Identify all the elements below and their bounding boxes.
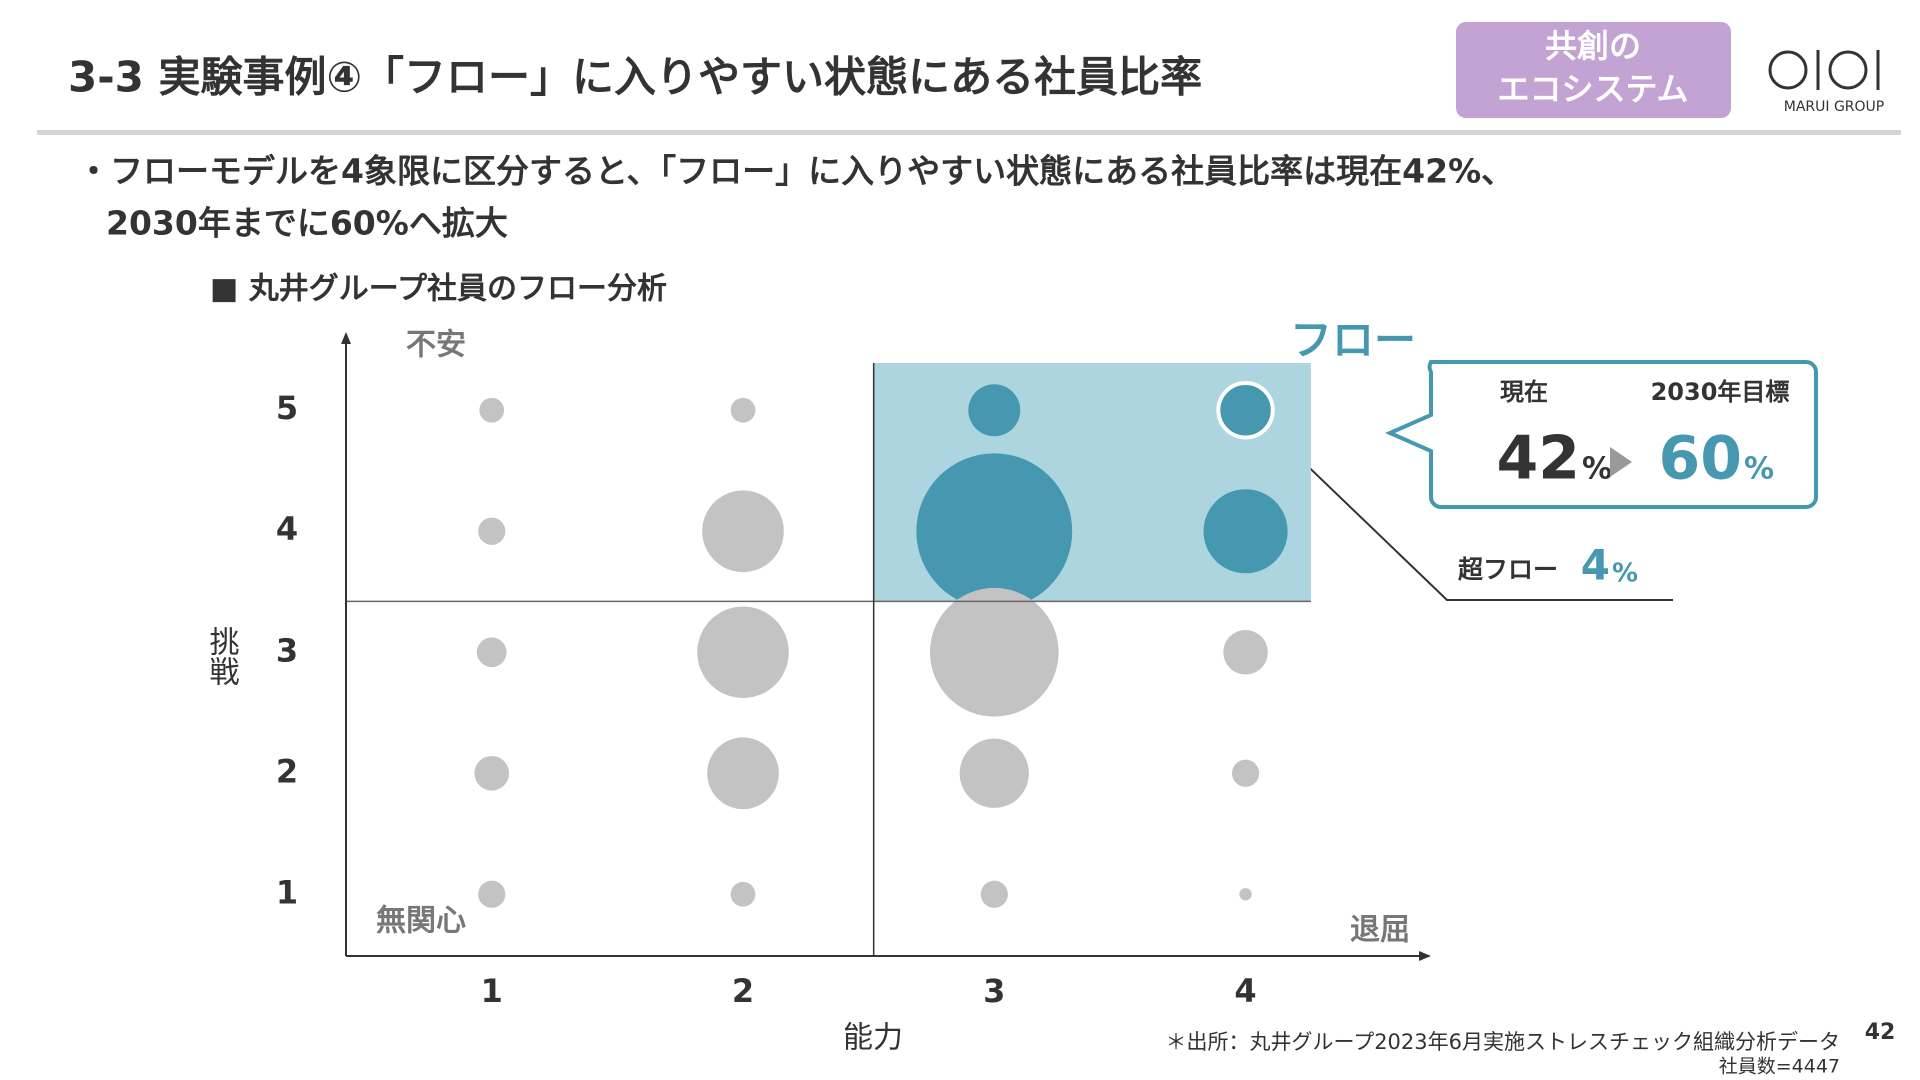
- callout-value: 42: [1497, 424, 1581, 494]
- y-tick-label: 3: [276, 631, 298, 669]
- bubble: [980, 880, 1008, 908]
- sample-size: 社員数=4447: [1719, 1056, 1840, 1078]
- bubble: [730, 397, 756, 423]
- badge: [1456, 22, 1731, 118]
- page-number: 42: [1865, 1020, 1896, 1045]
- y-tick-label: 4: [276, 510, 298, 548]
- badge-line: 共創の: [1545, 27, 1641, 65]
- bubble: [959, 738, 1029, 808]
- source: ＊出所：丸井グループ2023年6月実施ストレスチェック組織分析データ: [1165, 1030, 1840, 1054]
- x-tick-label: 3: [983, 972, 1005, 1010]
- axis-arrow: [341, 332, 351, 344]
- badge-line: エコシステム: [1497, 70, 1688, 108]
- callout-unit: %: [1582, 452, 1612, 487]
- bullet: 2030年までに60%へ拡大: [106, 204, 508, 243]
- super-unit: %: [1612, 559, 1638, 589]
- corner-label: 無関心: [376, 904, 466, 939]
- bubble: [478, 880, 506, 908]
- bubble: [1239, 888, 1252, 901]
- callout-label: 2030年目標: [1651, 378, 1790, 406]
- y-tick-label: 1: [276, 873, 298, 911]
- x-tick-label: 2: [732, 972, 754, 1010]
- title-rule: [37, 130, 1901, 135]
- axis-arrow: [1419, 951, 1431, 961]
- bubble: [929, 587, 1059, 717]
- bubble: [916, 453, 1073, 610]
- callout-unit: %: [1744, 452, 1774, 487]
- corner-label: 不安: [406, 328, 466, 363]
- bubble: [968, 384, 1021, 437]
- corner-label: フロー: [1290, 316, 1416, 365]
- logo-text: MARUI GROUP: [1784, 99, 1885, 115]
- chart-title: ■ 丸井グループ社員のフロー分析: [210, 272, 667, 307]
- bubble: [702, 490, 784, 573]
- y-axis-title: 挑戦: [204, 626, 240, 686]
- bubble: [1223, 629, 1268, 675]
- bubble: [697, 606, 789, 699]
- bubble: [478, 517, 506, 545]
- bubble: [1231, 759, 1260, 787]
- bubble: [474, 755, 510, 791]
- bubble: [730, 881, 756, 907]
- logo: [1768, 50, 1880, 90]
- bubble: [1216, 381, 1275, 440]
- arrow: [1610, 447, 1632, 477]
- callout-value: 60: [1659, 424, 1743, 494]
- bullet: ・フローモデルを4象限に区分すると、「フロー」に入りやすい状態にある社員比率は現…: [77, 152, 1514, 191]
- corner-label: 退屈: [1350, 913, 1410, 948]
- bubble: [479, 397, 505, 423]
- leader-line: [1266, 426, 1673, 601]
- x-tick-label: 1: [481, 972, 503, 1010]
- title: 3-3 実験事例④「フロー」に入りやすい状態にある社員比率: [68, 53, 1202, 102]
- callout-label: 現在: [1500, 378, 1548, 406]
- plot: 1 2 3 4 1 2 3 4 5: [276, 332, 1431, 1010]
- callout-box: [1385, 360, 1818, 509]
- super-value: 4: [1581, 541, 1610, 590]
- bubble: [476, 637, 507, 668]
- bubble: [707, 737, 779, 810]
- y-tick-label: 2: [276, 752, 298, 790]
- super-label: 超フロー: [1458, 555, 1558, 584]
- x-axis-title: 能力: [843, 1021, 903, 1056]
- bubble: [1203, 489, 1288, 574]
- x-tick-label: 4: [1234, 972, 1256, 1010]
- y-tick-label: 5: [276, 389, 298, 427]
